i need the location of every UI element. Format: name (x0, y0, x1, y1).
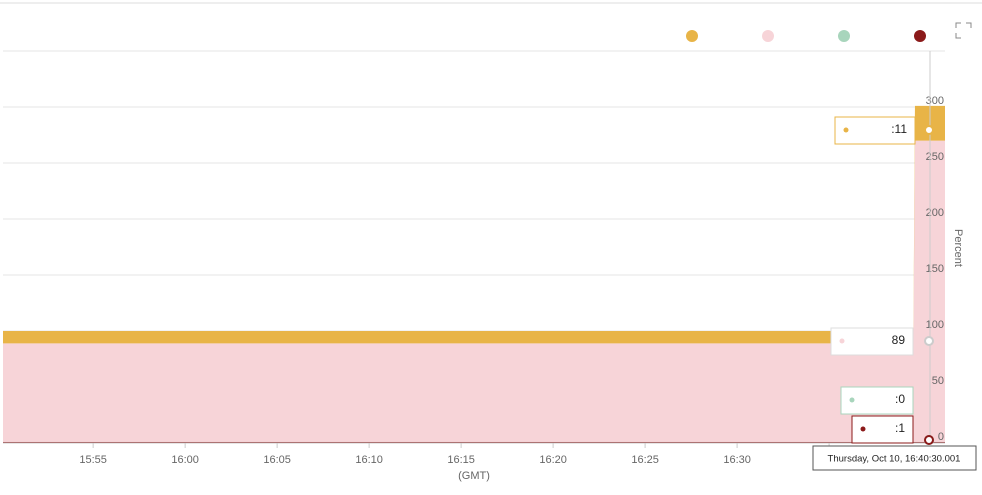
y-tick-label: 200 (926, 207, 944, 219)
x-tick-label: 15:55 (79, 454, 107, 466)
tooltip: :11 (834, 116, 934, 145)
legend (686, 30, 926, 42)
hover-point (924, 125, 934, 135)
legend-dot (914, 30, 926, 42)
legend-dot (762, 30, 774, 42)
tooltip-dot (839, 338, 845, 344)
legend-dot (838, 30, 850, 42)
x-tick-label: 16:00 (171, 454, 199, 466)
area (3, 105, 945, 344)
x-tick-label: 16:15 (447, 454, 475, 466)
y-tick-label: 50 (932, 375, 944, 387)
area (3, 140, 945, 442)
tooltip: :0 (840, 386, 934, 445)
time-tooltip-box (812, 445, 977, 471)
x-tick-label: 16:10 (355, 454, 383, 466)
x-tick-label: 16:25 (631, 454, 659, 466)
tooltip-value: 89 (892, 333, 906, 347)
hover-point (924, 336, 934, 346)
legend-dot (686, 30, 698, 42)
tooltip: :1 (851, 415, 934, 445)
tooltip-dot (843, 127, 849, 133)
y-tick-label: 0 (938, 431, 944, 443)
tooltip-dot (849, 397, 855, 403)
tooltip-box (830, 327, 914, 356)
tooltip-dot (860, 426, 866, 432)
time-tooltip: Thursday, Oct 10, 16:40:30.001 (812, 445, 977, 471)
time-tooltip-text: Thursday, Oct 10, 16:40:30.001 (828, 454, 961, 465)
x-tick-label: 16:05 (263, 454, 291, 466)
hover-point (924, 435, 934, 445)
tooltip-value: :0 (895, 392, 905, 406)
fullscreen-icon[interactable] (955, 22, 972, 39)
x-tick-label: 16:20 (539, 454, 567, 466)
y-tick-label: 100 (926, 319, 944, 331)
tooltip-value: :11 (891, 122, 907, 136)
y-axis-label: Percent (952, 229, 964, 267)
y-tick-label: 300 (926, 95, 944, 107)
tooltip: 89 (830, 327, 934, 356)
x-tick-label: 16:30 (723, 454, 751, 466)
y-tick-label: 250 (926, 151, 944, 163)
x-axis-label: (GMT) (458, 470, 490, 482)
y-tick-label: 150 (926, 263, 944, 275)
tooltip-value: :1 (895, 421, 905, 435)
plot (3, 50, 945, 448)
